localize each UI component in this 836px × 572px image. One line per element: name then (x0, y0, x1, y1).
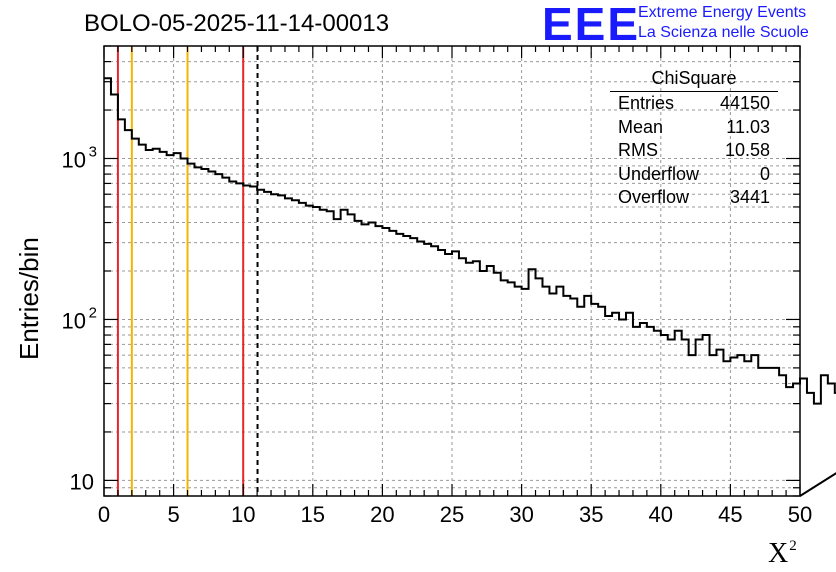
x-tick-label: 45 (718, 502, 742, 527)
x-tick-label: 40 (649, 502, 673, 527)
eee-logo-mark: EEE (542, 0, 641, 50)
x-axis-label-exponent: 2 (789, 538, 797, 554)
stats-label: Entries (618, 93, 675, 113)
grid (104, 46, 800, 496)
y-tick-label: 10 (70, 469, 94, 494)
stats-row-overflow: Overflow 3441 (610, 186, 778, 210)
y-tick-label-exponent: 3 (89, 144, 97, 161)
x-tick-label: 20 (370, 502, 394, 527)
x-tick-label: 5 (167, 502, 179, 527)
stats-value: 0 (759, 163, 770, 184)
y-axis-label: Entries/bin (14, 237, 44, 360)
stats-value: 11.03 (726, 116, 770, 137)
logo-subtitle-line1: Extreme Energy Events (638, 4, 807, 21)
stats-label: RMS (618, 140, 658, 160)
x-axis-label: X2 (768, 538, 797, 570)
stats-row-rms: RMS 10.58 (610, 139, 778, 163)
x-tick-label: 0 (98, 502, 110, 527)
histogram-outline (104, 77, 836, 497)
stats-value: 44150 (719, 93, 770, 113)
histogram (104, 77, 836, 497)
stats-label: Overflow (618, 187, 690, 207)
stats-row-underflow: Underflow 0 (610, 163, 778, 187)
y-tick-label: 10 (62, 148, 86, 173)
stats-row-entries: Entries 44150 (610, 92, 778, 116)
x-tick-label: 25 (440, 502, 464, 527)
marker-lines (116, 46, 259, 496)
stats-title: ChiSquare (610, 66, 778, 92)
y-tick-label: 10 (62, 308, 86, 333)
stats-label: Underflow (618, 163, 700, 184)
stats-row-mean: Mean 11.03 (610, 116, 778, 140)
x-tick-label: 30 (509, 502, 533, 527)
y-tick-label-exponent: 2 (89, 304, 97, 321)
stats-box: ChiSquare Entries 44150 Mean 11.03 RMS 1… (610, 66, 778, 210)
chart-title: BOLO-05-2025-11-14-00013 (84, 10, 390, 37)
stats-value: 3441 (729, 187, 770, 207)
stats-value: 10.58 (724, 140, 770, 160)
logo-subtitle-line2: La Scienza nelle Scuole (638, 24, 809, 41)
stats-label: Mean (618, 116, 664, 137)
x-tick-label: 15 (301, 502, 325, 527)
x-tick-label: 35 (579, 502, 603, 527)
x-tick-label: 50 (788, 502, 812, 527)
x-tick-label: 10 (231, 502, 255, 527)
x-axis-label-base: X (768, 538, 789, 569)
